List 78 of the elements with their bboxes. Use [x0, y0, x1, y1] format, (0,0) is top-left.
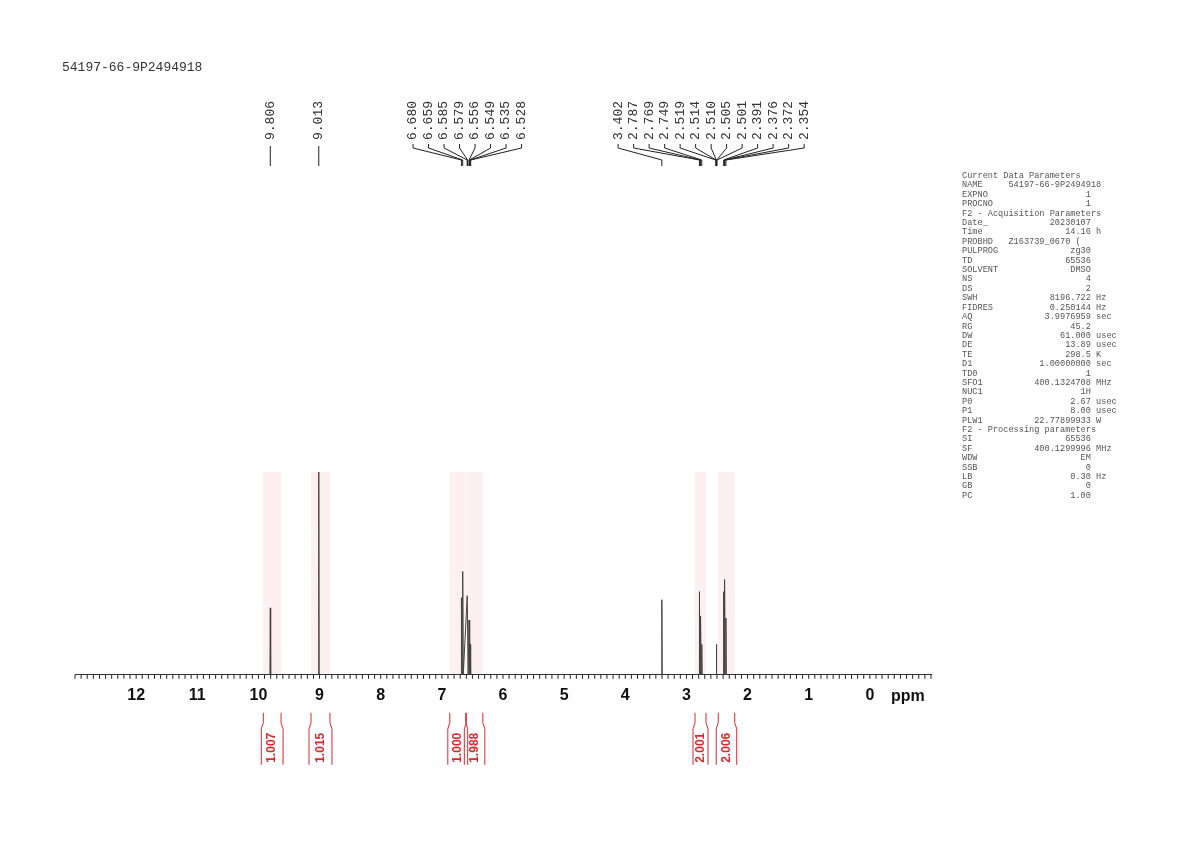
x-tick-label: 3 — [681, 685, 691, 703]
annotation: 2.501 — [734, 100, 750, 140]
text: SOLVENT DMSO — [962, 265, 1092, 276]
text: TD0 1 — [962, 368, 1092, 379]
x-tick-label: 1 — [804, 685, 814, 703]
chart-title: 54197-66-9P2494918 — [62, 60, 203, 75]
text: P0 2.67 usec — [962, 396, 1117, 407]
text: PROBHD Z163739_0670 ( — [962, 236, 1082, 247]
annotation: 2.391 — [750, 100, 766, 140]
band-label: 2.006 — [718, 732, 733, 763]
annotation: 2.372 — [781, 100, 797, 140]
text: PROCNO 1 — [962, 199, 1092, 210]
text: DS 2 — [962, 283, 1092, 294]
x-tick-label: 4 — [620, 685, 630, 703]
text: PULPROG zg30 — [962, 246, 1092, 257]
text: SFO1 400.1324708 MHz — [962, 377, 1113, 388]
annotation: 6.680 — [405, 100, 421, 140]
x-tick-label: 7 — [437, 685, 447, 703]
x-tick-label: 10 — [249, 685, 268, 703]
x-axis-title: ppm — [891, 687, 925, 705]
text: DW 61.000 usec — [962, 330, 1117, 341]
text: NS 4 — [962, 274, 1092, 285]
band-label: 1.015 — [312, 732, 327, 763]
text: D1 1.00000000 sec — [962, 359, 1113, 370]
text: TD 65536 — [962, 255, 1092, 266]
text: TE 298.5 K — [962, 349, 1103, 360]
x-tick-label: 9 — [315, 685, 325, 703]
text: WDW EM — [962, 453, 1092, 464]
x-tick-label: 2 — [743, 685, 753, 703]
x-tick-label: 0 — [865, 685, 875, 703]
text: F2 - Acquisition Parameters — [962, 208, 1103, 219]
annotation: 3.402 — [610, 100, 626, 140]
text: P1 8.00 usec — [962, 406, 1117, 417]
text: GB 0 — [962, 481, 1092, 492]
text: SWH 8196.722 Hz — [962, 293, 1108, 304]
x-tick-label: 11 — [188, 685, 206, 703]
annotation: 9.806 — [262, 100, 278, 140]
text: NUC1 1H — [962, 387, 1092, 398]
annotation: 6.535 — [498, 100, 514, 140]
annotation: 6.556 — [467, 100, 483, 140]
annotation: 2.787 — [626, 100, 642, 140]
text: PC 1.00 — [962, 490, 1092, 502]
text: Time 14.16 h — [962, 227, 1103, 238]
text: SI 65536 — [962, 434, 1092, 445]
annotation: 6.579 — [451, 100, 467, 140]
text: SF 400.1299996 MHz — [962, 443, 1113, 454]
x-tick-label: 5 — [559, 685, 569, 703]
text: DE 13.89 usec — [962, 340, 1117, 351]
band-label: 1.000 — [450, 732, 465, 763]
annotation: 2.354 — [796, 100, 812, 140]
text: AQ 3.9976959 sec — [962, 312, 1113, 323]
x-tick-label: 8 — [376, 685, 386, 703]
annotation: 2.749 — [657, 100, 673, 140]
band-label: 2.001 — [692, 732, 707, 763]
text: LB 0.30 Hz — [962, 472, 1108, 482]
band-label: 1.988 — [466, 732, 481, 763]
text: PLW1 22.77899933 W — [962, 415, 1103, 426]
x-tick-label: 6 — [498, 685, 508, 703]
text: NAME 54197-66-9P2494918 — [962, 180, 1103, 191]
text: F2 - Processing parameters — [962, 424, 1098, 435]
annotation: 6.528 — [513, 100, 529, 140]
text: SSB 0 — [962, 462, 1092, 473]
annotation: 9.013 — [311, 100, 327, 140]
annotation: 6.549 — [482, 100, 498, 140]
x-tick-label: 12 — [127, 685, 146, 703]
annotation: 2.769 — [641, 100, 657, 140]
annotation: 2.514 — [688, 100, 704, 140]
text: RG 45.2 — [962, 321, 1092, 332]
band-label: 1.007 — [264, 732, 279, 763]
annotation: 6.659 — [420, 100, 436, 140]
annotation: 2.519 — [672, 100, 688, 140]
text: EXPNO 1 — [962, 189, 1092, 200]
text: FIDRES 0.250144 Hz — [962, 302, 1108, 313]
annotation: 2.505 — [719, 100, 735, 140]
annotation: 2.510 — [703, 100, 719, 140]
annotation: 2.376 — [765, 100, 781, 140]
annotation: 6.585 — [436, 100, 452, 140]
text: Current Data Parameters — [962, 171, 1082, 181]
